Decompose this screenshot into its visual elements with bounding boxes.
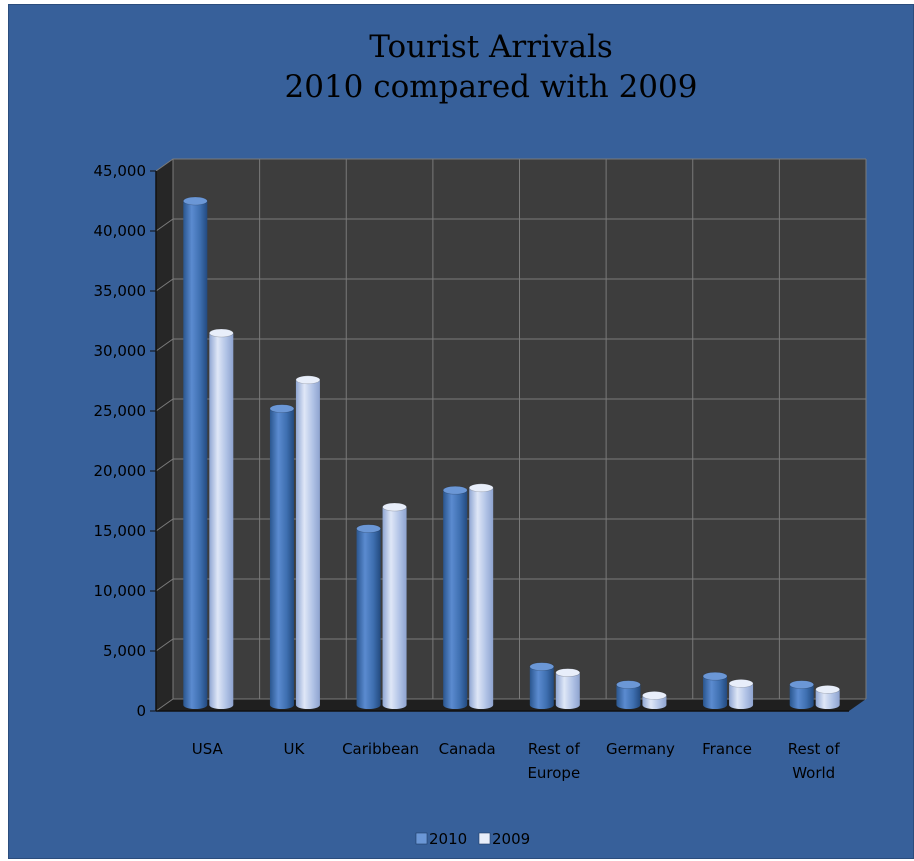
- bar-body: [382, 507, 407, 709]
- y-tick-label: 20,000: [94, 462, 147, 480]
- bar-top: [789, 680, 814, 689]
- x-axis-labels: USA UK Caribbean Canada Rest of Europe Germany…: [192, 740, 841, 782]
- bar-body: [555, 672, 580, 709]
- bar-top: [295, 375, 321, 385]
- y-tick-label: 30,000: [94, 342, 147, 360]
- x-category-label: France: [702, 740, 752, 758]
- y-tick-label: 40,000: [94, 222, 147, 240]
- chart-canvas: Tourist Arrivals 2010 compared with 2009…: [94, 29, 867, 848]
- chart-title: Tourist Arrivals 2010 compared with 2009: [285, 29, 698, 105]
- floor: [156, 699, 866, 711]
- bar-top: [209, 328, 234, 338]
- bar-body: [729, 683, 754, 709]
- bar-2010-3: [442, 485, 468, 709]
- legend-label-2009: 2009: [492, 830, 530, 848]
- bar-top: [815, 685, 840, 694]
- y-tick-label: 10,000: [94, 582, 147, 600]
- y-tick-label: 15,000: [94, 522, 147, 540]
- legend-swatch-2010: [415, 832, 428, 845]
- x-category-label: Europe: [527, 764, 580, 782]
- x-category-label: Canada: [439, 740, 496, 758]
- bar-top: [468, 483, 494, 493]
- x-category-label: World: [792, 764, 835, 782]
- y-tick-label: 45,000: [94, 162, 147, 180]
- bar-2010-5: [616, 680, 641, 709]
- x-category-label: Rest of: [788, 740, 841, 758]
- bar-2009-2: [382, 502, 407, 709]
- bar-body: [443, 490, 468, 709]
- bar-body: [356, 528, 381, 709]
- bar-body: [789, 684, 814, 709]
- bar-2010-0: [183, 196, 208, 709]
- bar-body: [616, 684, 641, 709]
- legend-label-2010: 2010: [429, 830, 467, 848]
- y-tick-label: 25,000: [94, 402, 147, 420]
- bar-2009-5: [642, 691, 667, 709]
- bar-top: [356, 524, 381, 533]
- bar-top: [442, 485, 468, 495]
- bar-2010-1: [269, 404, 295, 709]
- bar-2010-4: [529, 662, 555, 709]
- bar-top: [555, 668, 581, 677]
- bar-2009-6: [728, 679, 754, 709]
- y-tick-label: 0: [136, 702, 146, 720]
- bar-2009-0: [209, 328, 234, 709]
- bar-2010-6: [702, 671, 728, 709]
- x-category-label: Rest of: [528, 740, 581, 758]
- x-category-label: Caribbean: [342, 740, 419, 758]
- legend: 2010 2009: [415, 830, 530, 848]
- bar-top: [529, 662, 555, 671]
- bars: [183, 196, 840, 709]
- bar-2010-7: [789, 680, 814, 709]
- bar-body: [703, 676, 728, 709]
- bar-body: [469, 487, 494, 709]
- y-axis-ticks: 0 5,000 10,000 15,000 20,000 25,000 30,000 35,0…: [94, 162, 156, 720]
- bar-2009-4: [555, 668, 581, 709]
- bar-body: [209, 333, 234, 709]
- side-wall: [156, 159, 173, 711]
- bar-2009-3: [468, 483, 494, 709]
- bar-body: [269, 408, 294, 709]
- chart-frame: Tourist Arrivals 2010 compared with 2009…: [8, 4, 914, 859]
- bar-top: [642, 691, 667, 700]
- plot-area: [155, 158, 867, 712]
- bar-body: [815, 689, 840, 709]
- bar-top: [382, 502, 407, 512]
- bar-body: [295, 379, 320, 709]
- bar-2010-2: [356, 524, 381, 709]
- y-tick-label: 5,000: [103, 642, 146, 660]
- x-category-label: UK: [284, 740, 306, 758]
- bar-body: [183, 201, 208, 709]
- bar-top: [728, 679, 754, 688]
- bar-2009-7: [815, 685, 840, 709]
- bar-top: [269, 404, 295, 413]
- bar-top: [702, 671, 728, 681]
- x-category-label: USA: [192, 740, 224, 758]
- y-tick-label: 35,000: [94, 282, 147, 300]
- bar-top: [616, 680, 641, 689]
- bar-top: [183, 196, 208, 206]
- x-category-label: Germany: [606, 740, 675, 758]
- chart-title-line-2: 2010 compared with 2009: [285, 69, 698, 105]
- bar-2009-1: [295, 375, 321, 709]
- bar-body: [529, 666, 554, 709]
- legend-swatch-2009: [478, 832, 491, 845]
- chart-title-line-1: Tourist Arrivals: [369, 29, 613, 65]
